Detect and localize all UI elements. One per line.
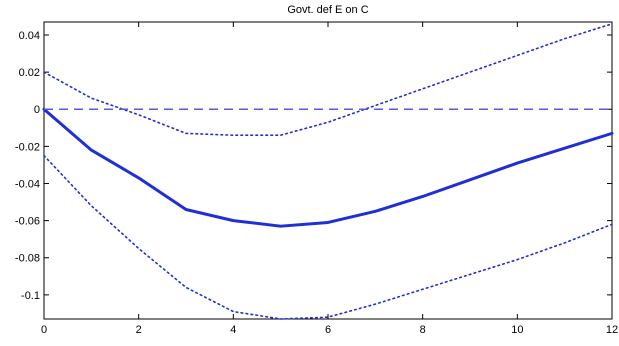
y-axis-ticks: 0.04 0.02 0 -0.02 -0.04 -0.06 -0.08 -0.1 xyxy=(15,30,612,302)
series-upper-band xyxy=(43,23,613,137)
y-tick-label: -0.06 xyxy=(15,216,40,228)
y-tick-label: 0.02 xyxy=(19,67,40,79)
x-tick-label: 12 xyxy=(606,324,618,336)
series-estimate xyxy=(42,107,614,228)
series-group xyxy=(42,23,614,320)
y-tick-label: 0.04 xyxy=(19,30,40,42)
series-lower-band xyxy=(43,154,613,320)
y-tick-label: -0.08 xyxy=(15,253,40,265)
y-tick-label: -0.1 xyxy=(21,290,40,302)
y-tick-label: 0 xyxy=(34,104,40,116)
x-tick-label: 2 xyxy=(136,324,142,336)
x-tick-label: 10 xyxy=(511,324,523,336)
y-tick-label: -0.02 xyxy=(15,141,40,153)
x-tick-label: 0 xyxy=(41,324,47,336)
x-axis-ticks: 0 2 4 6 8 10 12 xyxy=(41,22,618,336)
x-tick-label: 4 xyxy=(230,324,236,336)
x-tick-label: 6 xyxy=(325,324,331,336)
y-tick-label: -0.04 xyxy=(15,178,40,190)
chart-title: Govt. def E on C xyxy=(287,4,368,16)
x-tick-label: 8 xyxy=(420,324,426,336)
